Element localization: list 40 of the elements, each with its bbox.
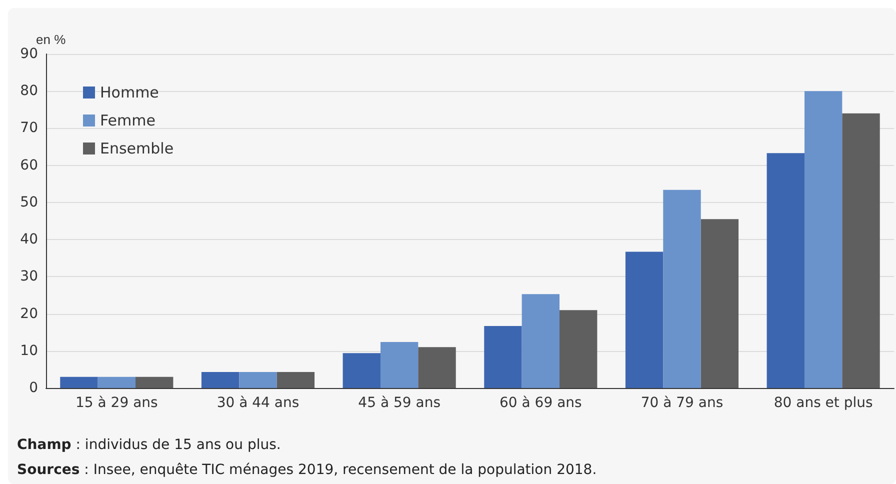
- bar: [663, 190, 701, 388]
- bar: [239, 372, 277, 388]
- y-tick-label: 80: [20, 83, 38, 100]
- bar: [276, 372, 315, 388]
- bar: [380, 342, 418, 388]
- y-axis-title: en %: [36, 32, 66, 47]
- bar: [842, 113, 880, 388]
- bar: [766, 153, 804, 388]
- bar: [342, 353, 380, 388]
- x-tick-label: 45 à 59 ans: [358, 395, 440, 411]
- x-tick-label: 30 à 44 ans: [216, 395, 300, 411]
- y-tick-label: 60: [20, 157, 38, 174]
- text: Champ : individus de 15 ans ou plus.: [17, 436, 282, 455]
- bar: [804, 91, 842, 388]
- x-tick-label: 80 ans et plus: [774, 395, 873, 411]
- x-tick-label: 70 à 79 ans: [640, 395, 724, 411]
- y-tick-label: 90: [20, 46, 38, 62]
- source-note: Sources : Insee, enquête TIC ménages 2019, recensement de la population 2018.: [17, 461, 597, 480]
- y-tick-label: 50: [20, 194, 38, 210]
- legend-label: Femme: [100, 112, 156, 130]
- legend-label: Homme: [100, 84, 159, 102]
- y-tick-label: 0: [29, 380, 38, 396]
- y-tick-label: 70: [20, 120, 38, 136]
- y-tick-label: 10: [20, 342, 38, 359]
- bar: [201, 372, 240, 388]
- legend-label: Ensemble: [100, 140, 174, 158]
- bar: [522, 294, 560, 388]
- x-tick-label: 15 à 29 ans: [76, 395, 158, 411]
- bar: [560, 310, 598, 388]
- bar: [98, 376, 136, 388]
- bar: [136, 376, 174, 388]
- y-tick-label: 20: [20, 306, 38, 322]
- bar: [625, 252, 664, 388]
- bar: [700, 219, 739, 388]
- bar: [418, 347, 456, 388]
- bar: [484, 326, 522, 388]
- x-tick-label: 60 à 69 ans: [500, 395, 582, 411]
- bar: [60, 376, 98, 388]
- y-tick-label: 30: [20, 268, 38, 285]
- y-tick-label: 40: [20, 232, 38, 248]
